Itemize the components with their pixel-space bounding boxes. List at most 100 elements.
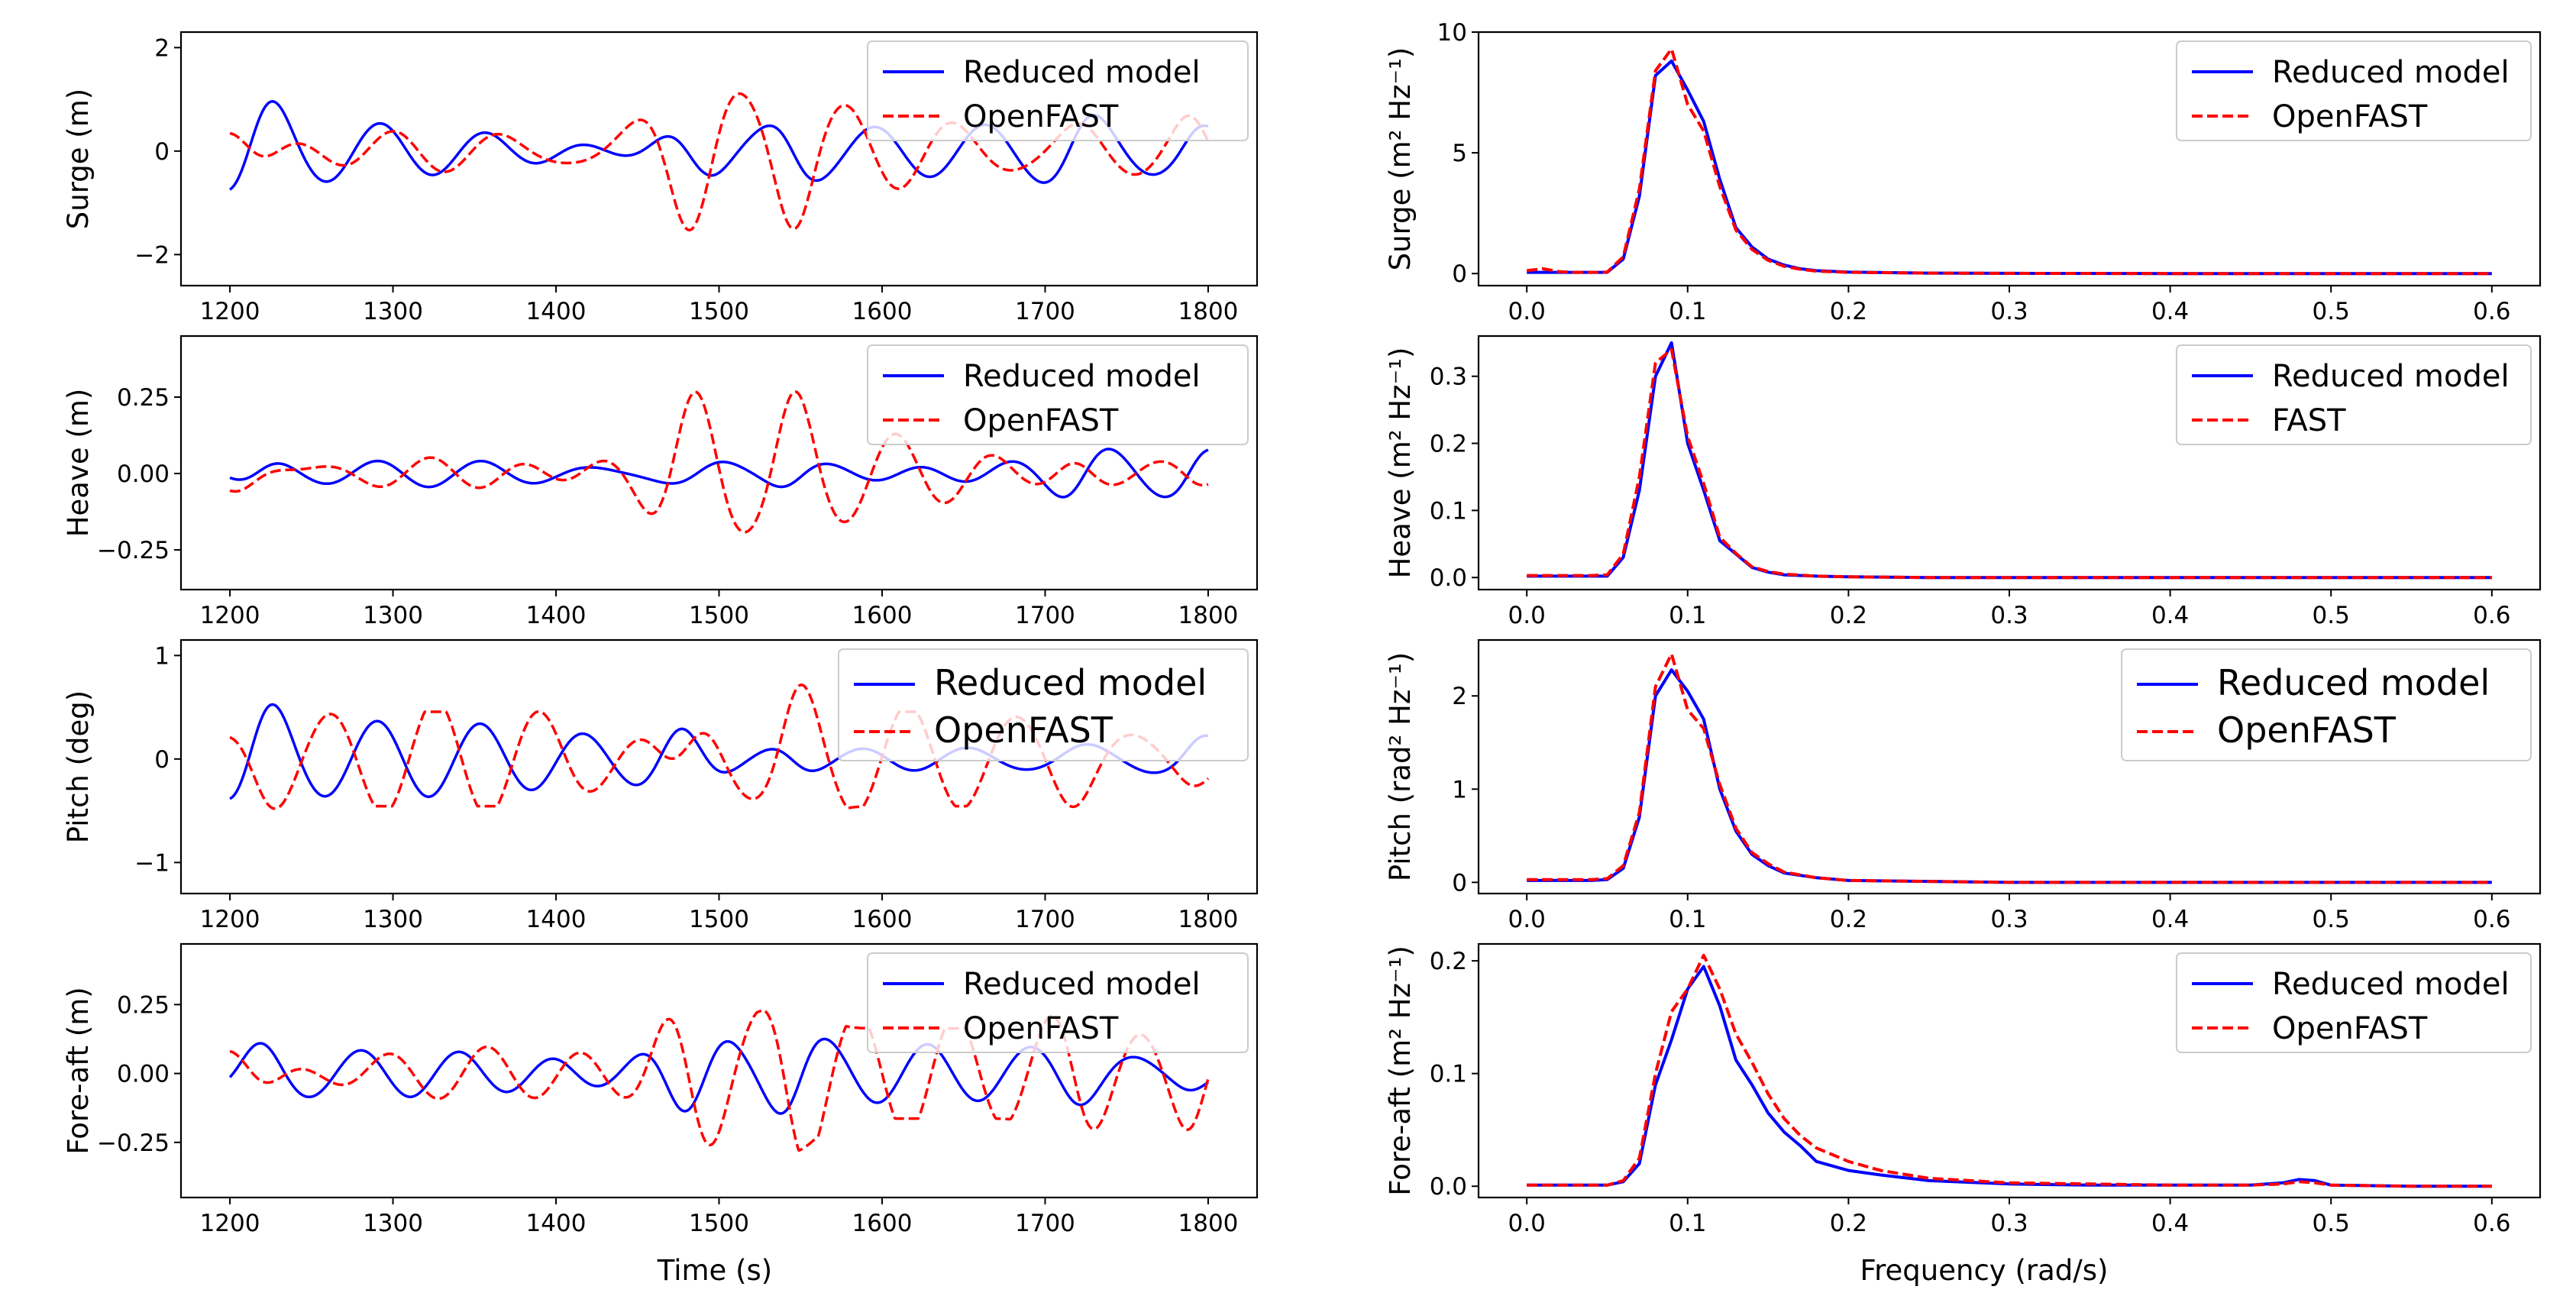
plot-area [1527, 341, 2492, 580]
plot-area [229, 92, 1210, 232]
x-tick-label: 0.1 [1669, 906, 1706, 933]
y-tick-label: −0.25 [97, 537, 170, 564]
legend-label: OpenFAST [934, 709, 1113, 751]
x-tick-label: 1400 [526, 298, 587, 325]
legend-label: Reduced model [2272, 359, 2510, 394]
plot-area [1527, 652, 2492, 884]
y-tick-label: 0 [1452, 260, 1467, 288]
x-tick-label: 0.4 [2151, 298, 2189, 325]
x-tick-label: 0.2 [1830, 602, 1867, 629]
x-tick-label: 0.6 [2473, 906, 2510, 933]
x-tick-label: 1300 [363, 1210, 423, 1237]
x-tick-label: 0.1 [1669, 298, 1706, 325]
frequency-axis-label: Frequency (rad/s) [1860, 1254, 2109, 1287]
subplot-foreaft-time: 1200 1300 1400 1500 1600 1700 1800 −0.25 0.00 0.2… [62, 942, 1259, 1237]
legend-label: OpenFAST [2272, 99, 2428, 134]
x-tick-label: 1800 [1178, 906, 1239, 933]
x-tick-label: 0.6 [2473, 1210, 2510, 1237]
x-tick-label: 0.2 [1830, 298, 1867, 325]
legend-label: Reduced model [2217, 662, 2490, 703]
subplot-heave-psd: 0.0 0.1 0.2 0.3 0.4 0.5 0.6 0.0 0.1 0.2 0.3 Heave (… [1384, 335, 2542, 629]
y-tick-label: 1 [1452, 776, 1467, 803]
subplot-heave-time: 1200 1300 1400 1500 1600 1700 1800 −0.25 0.00 0.2… [62, 335, 1259, 629]
subplot-pitch-time: 1200 1300 1400 1500 1600 1700 1800 −1 0 1 Pitch (d… [62, 638, 1259, 933]
series-line-openfast [1527, 652, 2492, 884]
y-axis-label: Surge (m) [62, 89, 95, 229]
y-tick-label: −1 [134, 849, 170, 877]
x-tick-label: 1300 [363, 602, 423, 629]
y-tick-label: 10 [1437, 19, 1467, 47]
series-line-openfast [229, 92, 1210, 232]
y-tick-label: 0.0 [1430, 1173, 1467, 1201]
y-tick-label: −2 [134, 241, 170, 269]
y-tick-label: −0.25 [97, 1130, 170, 1157]
y-axis-label: Heave (m) [62, 389, 95, 538]
y-tick-label: 0.1 [1430, 497, 1467, 525]
series-line-openfast [1526, 47, 2492, 276]
legend-label: Reduced model [963, 55, 1201, 90]
x-tick-label: 0.3 [1990, 602, 2028, 629]
y-tick-label: 2 [1452, 683, 1467, 710]
legend: Reduced model OpenFAST [867, 344, 1249, 445]
subplot-grid: 1200 1300 1400 1500 1600 1700 1800 −2 0 2 Surge (m… [62, 19, 2542, 1237]
x-tick-label: 1800 [1178, 1210, 1239, 1237]
legend-box [838, 648, 1249, 761]
x-tick-label: 0.5 [2313, 298, 2350, 325]
y-axis-label: Pitch (rad² Hz⁻¹) [1384, 652, 1417, 881]
legend-label: Reduced model [2272, 55, 2510, 90]
series-line-openfast [229, 390, 1209, 534]
subplot-surge-psd: 0.0 0.1 0.2 0.3 0.4 0.5 0.6 0 5 10 Surge (m² Hz⁻¹)… [1384, 19, 2542, 325]
series-line-reduced-model [229, 703, 1209, 800]
plot-area [1526, 47, 2492, 276]
y-tick-label: 0.2 [1430, 948, 1467, 975]
legend-label: OpenFAST [963, 99, 1119, 134]
subplot-foreaft-psd: 0.0 0.1 0.2 0.3 0.4 0.5 0.6 0.0 0.1 0.2 Fore-aft (… [1384, 942, 2542, 1237]
legend: Reduced model FAST [2176, 344, 2532, 445]
x-tick-label: 1500 [689, 298, 749, 325]
series-line-reduced-model [229, 448, 1209, 499]
legend: Reduced model OpenFAST [2176, 952, 2532, 1053]
legend: Reduced model OpenFAST [838, 648, 1249, 761]
y-axis-label: Fore-aft (m² Hz⁻¹) [1384, 945, 1417, 1196]
x-tick-label: 0.0 [1508, 906, 1546, 933]
y-tick-label: 0.25 [117, 991, 170, 1019]
x-tick-label: 1700 [1015, 602, 1075, 629]
legend-box [2176, 952, 2532, 1053]
x-tick-label: 1200 [200, 298, 260, 325]
x-tick-label: 0.5 [2313, 906, 2350, 933]
y-axis-label: Pitch (deg) [62, 690, 95, 843]
y-tick-label: 1 [154, 642, 170, 670]
y-tick-label: 0.25 [117, 384, 170, 412]
x-tick-label: 1800 [1178, 298, 1239, 325]
legend-label: Reduced model [934, 662, 1207, 703]
subplot-surge-time: 1200 1300 1400 1500 1600 1700 1800 −2 0 2 Surge (m… [62, 31, 1259, 325]
y-tick-label: 0.2 [1430, 431, 1467, 458]
legend-label: FAST [2272, 403, 2346, 438]
legend-label: OpenFAST [2217, 709, 2397, 751]
y-tick-label: 5 [1452, 140, 1467, 167]
x-tick-label: 1200 [200, 1210, 260, 1237]
x-tick-label: 0.1 [1669, 602, 1706, 629]
x-tick-label: 1400 [526, 1210, 587, 1237]
x-tick-label: 0.4 [2151, 602, 2189, 629]
x-tick-label: 0.4 [2151, 906, 2189, 933]
y-tick-label: 0.0 [1430, 564, 1467, 592]
y-tick-label: 0.3 [1430, 364, 1467, 391]
series-line-openfast [1527, 347, 2492, 580]
x-tick-label: 1200 [200, 906, 260, 933]
y-tick-label: 0.00 [117, 1061, 170, 1088]
x-tick-label: 0.3 [1990, 298, 2028, 325]
x-tick-label: 1700 [1015, 906, 1075, 933]
legend: Reduced model OpenFAST [2121, 648, 2532, 761]
y-tick-label: 2 [154, 34, 170, 62]
legend: Reduced model OpenFAST [867, 40, 1249, 141]
x-tick-label: 1600 [852, 298, 913, 325]
x-tick-label: 1700 [1015, 1210, 1075, 1237]
x-tick-label: 0.4 [2151, 1210, 2189, 1237]
time-axis-label: Time (s) [657, 1254, 772, 1287]
y-tick-label: 0.00 [117, 461, 170, 488]
x-tick-label: 1800 [1178, 602, 1239, 629]
x-tick-label: 0.6 [2473, 602, 2510, 629]
legend: Reduced model OpenFAST [2176, 40, 2532, 141]
